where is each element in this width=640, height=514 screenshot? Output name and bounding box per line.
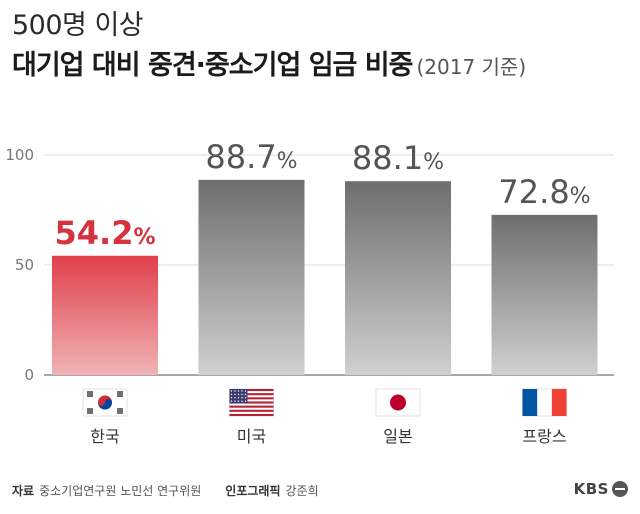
bar-chart: 0 50 100 54.2% 한국 88.7% 미국 88.1% 일본 72.8% 프랑스	[5, 138, 614, 446]
chart-subtitle: 500명 이상	[12, 10, 144, 41]
graphic-credit: 강준희	[285, 483, 319, 498]
bar	[52, 255, 158, 375]
footer: 자료 중소기업연구원 노민선 연구위원 인포그래픽 강준희 KBS	[12, 472, 628, 508]
data-label: 72.8%	[498, 173, 590, 211]
bar	[345, 181, 451, 375]
y-tick-label: 100	[5, 146, 34, 164]
bar	[198, 179, 305, 375]
france-flag-icon	[522, 388, 567, 417]
data-label: 88.7%	[205, 138, 297, 176]
korea-flag-icon	[82, 388, 128, 417]
y-tick-label: 0	[24, 366, 34, 384]
category-label: 일본	[383, 427, 412, 446]
title-area: 500명 이상 대기업 대비 중견·중소기업 임금 비중 (2017 기준)	[12, 6, 628, 87]
y-tick-label: 50	[15, 256, 34, 274]
category-label: 프랑스	[522, 427, 566, 446]
data-label: 54.2%	[55, 214, 156, 252]
category-label: 미국	[237, 427, 266, 446]
usa-flag-icon	[229, 388, 274, 417]
category-label: 한국	[90, 427, 119, 446]
bar	[491, 214, 598, 375]
source-label: 자료	[12, 483, 35, 498]
graphic-label: 인포그래픽	[225, 483, 281, 498]
japan-flag-icon	[375, 388, 421, 417]
source-text: 중소기업연구원 노민선 연구위원	[39, 483, 202, 498]
data-label: 88.1%	[352, 139, 444, 177]
chart-title-row: 대기업 대비 중견·중소기업 임금 비중 (2017 기준)	[12, 46, 628, 87]
kbs-logo: KBS	[574, 480, 628, 498]
chart-title: 대기업 대비 중견·중소기업 임금 비중	[12, 50, 413, 81]
chart-title-note: (2017 기준)	[416, 55, 527, 79]
